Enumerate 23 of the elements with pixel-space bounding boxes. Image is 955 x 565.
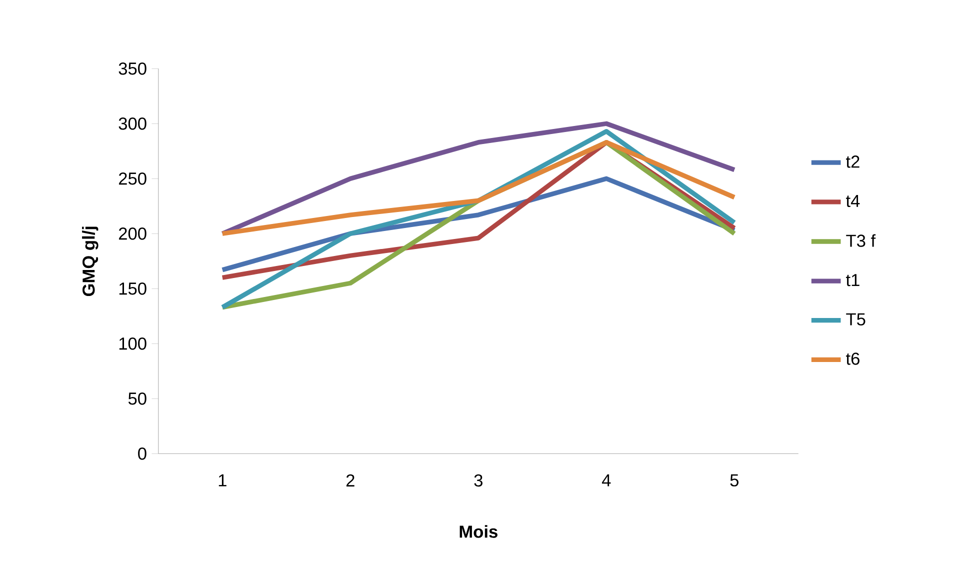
y-tick-label: 0 bbox=[138, 447, 146, 460]
y-tick-label: 150 bbox=[119, 282, 146, 295]
legend-label: t2 bbox=[846, 156, 860, 168]
legend-label: T5 bbox=[846, 313, 866, 326]
x-tick-label: 1 bbox=[218, 474, 226, 486]
x-tick-label: 2 bbox=[346, 474, 354, 486]
legend-label: t4 bbox=[846, 194, 860, 208]
line-series bbox=[220, 121, 737, 236]
y-axis-title: GMQ gl/j bbox=[82, 226, 98, 296]
legend-label: T3 f bbox=[846, 234, 876, 247]
y-tick-label: 100 bbox=[119, 337, 146, 350]
legend-label: t1 bbox=[846, 274, 860, 286]
y-tick-label: 350 bbox=[118, 62, 146, 75]
y-tick-label: 250 bbox=[118, 172, 146, 185]
x-axis-title: Mois bbox=[460, 525, 498, 538]
legend-label: t6 bbox=[846, 352, 860, 365]
y-tick-label: 50 bbox=[128, 392, 146, 405]
y-tick-label: 300 bbox=[118, 117, 146, 130]
line-series bbox=[220, 140, 737, 236]
x-tick-label: 5 bbox=[730, 474, 738, 486]
y-tick-label: 200 bbox=[118, 227, 146, 240]
x-tick-label: 4 bbox=[602, 474, 611, 486]
x-tick-label: 3 bbox=[474, 474, 482, 487]
